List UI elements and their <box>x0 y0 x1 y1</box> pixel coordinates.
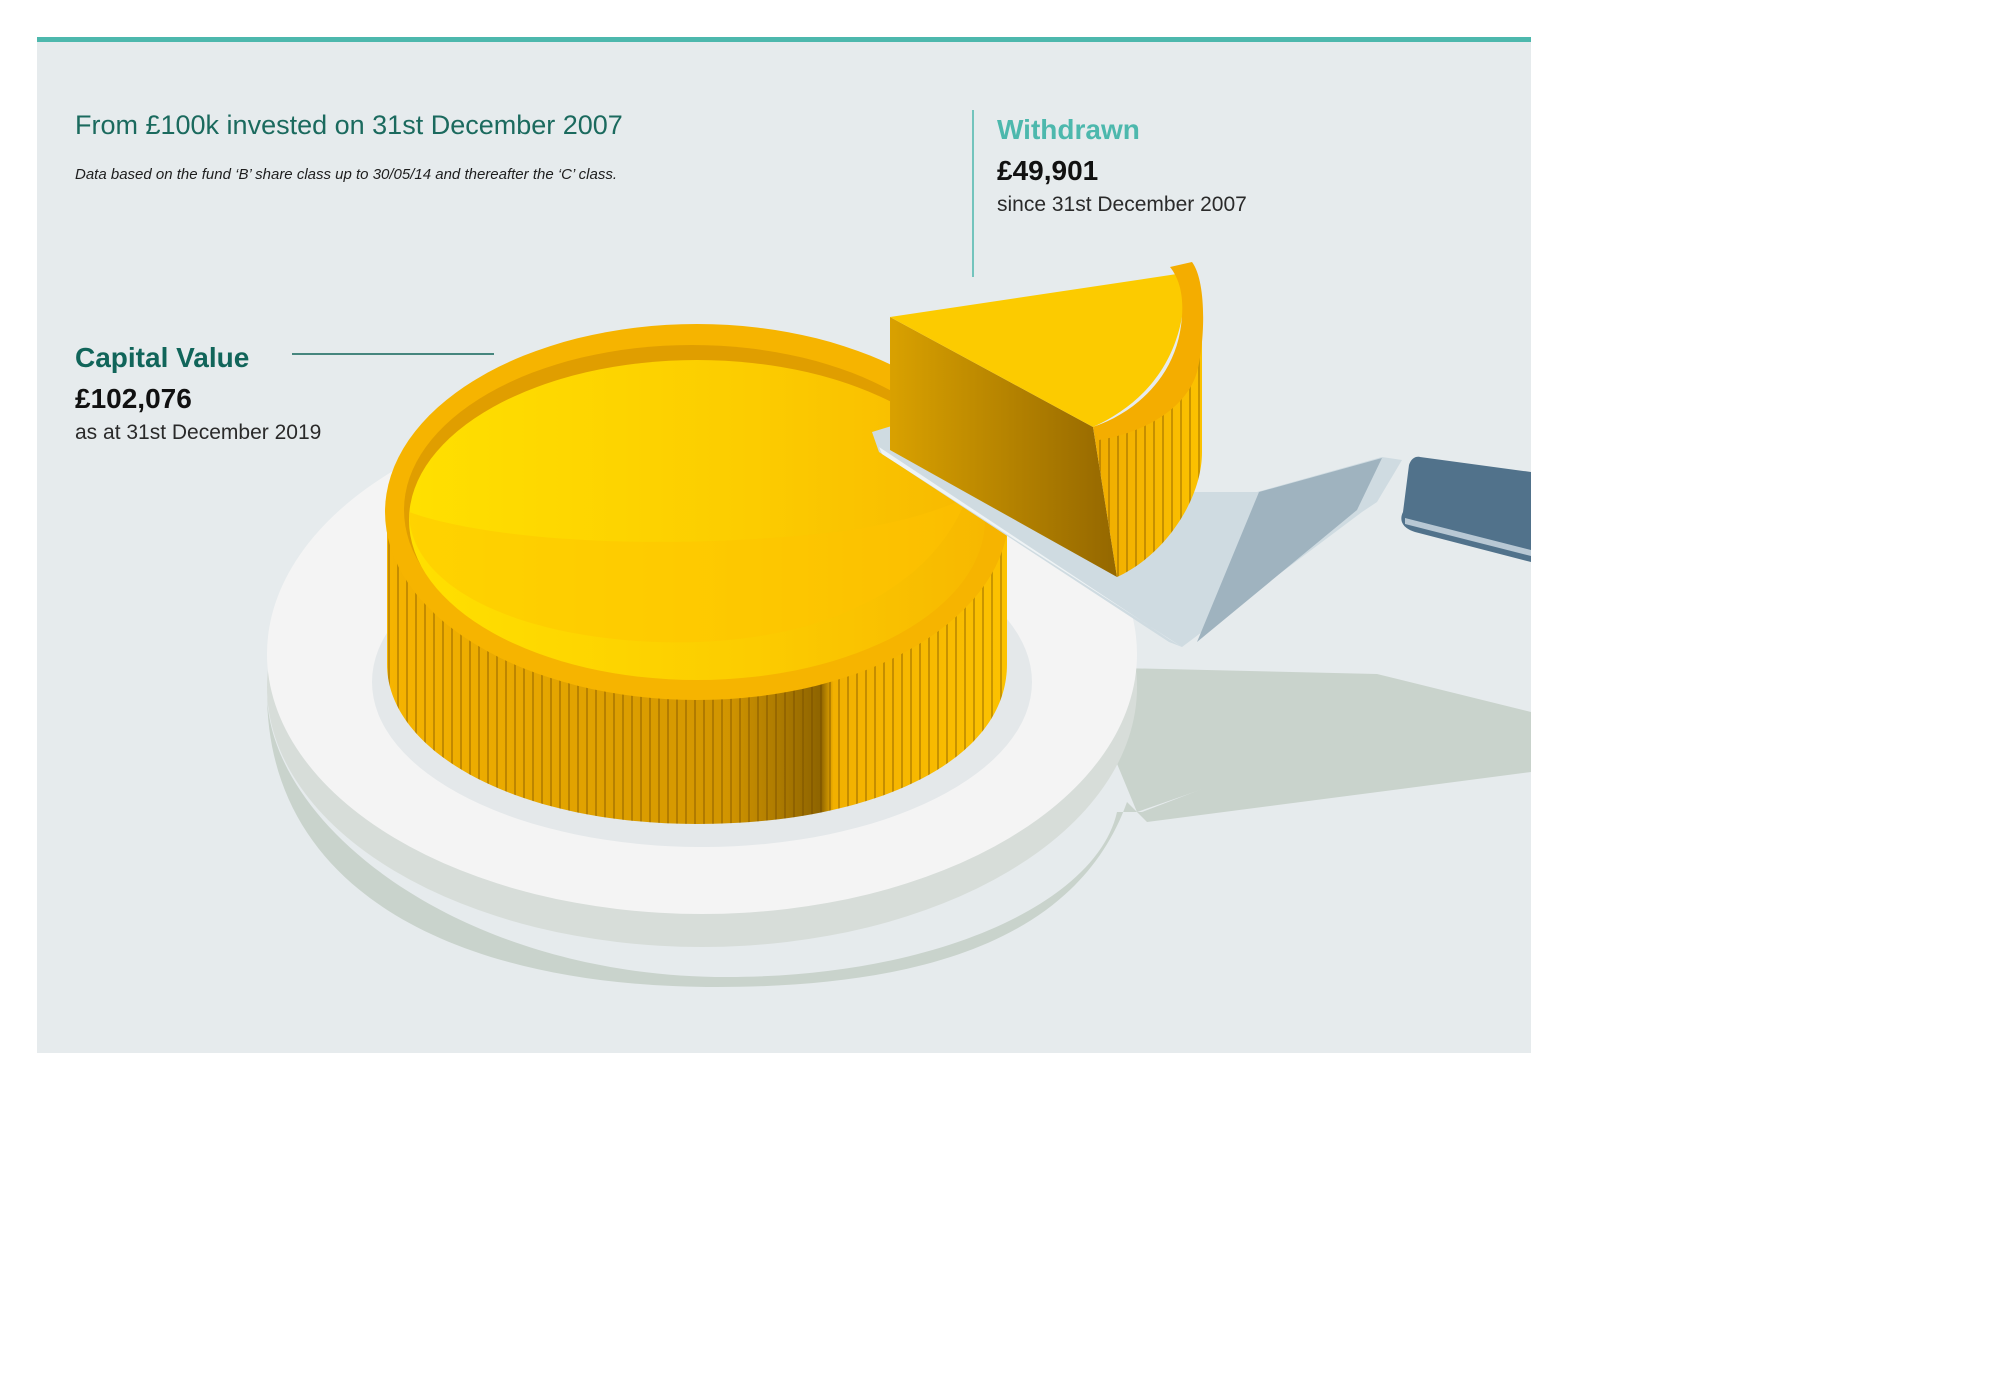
server-shadow <box>1077 667 1531 812</box>
slice-crust-top <box>1093 262 1204 440</box>
capital-value-amount: £102,076 <box>75 383 192 414</box>
server-blade-edge <box>1197 458 1382 642</box>
server-handle-highlight <box>1405 518 1531 556</box>
slice-cut-face <box>890 317 1117 577</box>
page-title: From £100k invested on 31st December 200… <box>75 110 623 140</box>
pie-top-sheen <box>409 497 967 643</box>
pie-illustration <box>267 110 1531 987</box>
infographic-panel: From £100k invested on 31st December 200… <box>37 37 1531 1053</box>
capital-value-title: Capital Value <box>75 342 250 373</box>
pie-top-surface <box>409 360 985 680</box>
withdrawn-title: Withdrawn <box>997 114 1140 145</box>
slice-top <box>890 274 1186 427</box>
withdrawn-amount: £49,901 <box>997 155 1099 186</box>
footnote: Data based on the fund ‘B’ share class u… <box>75 166 618 183</box>
withdrawn-date: since 31st December 2007 <box>997 193 1247 216</box>
capital-value-date: as at 31st December 2019 <box>75 421 322 444</box>
withdrawn-label: Withdrawn £49,901 since 31st December 20… <box>997 112 1247 220</box>
server-handle <box>1401 456 1531 562</box>
capital-value-label: Capital Value £102,076 as at 31st Decemb… <box>75 340 321 448</box>
